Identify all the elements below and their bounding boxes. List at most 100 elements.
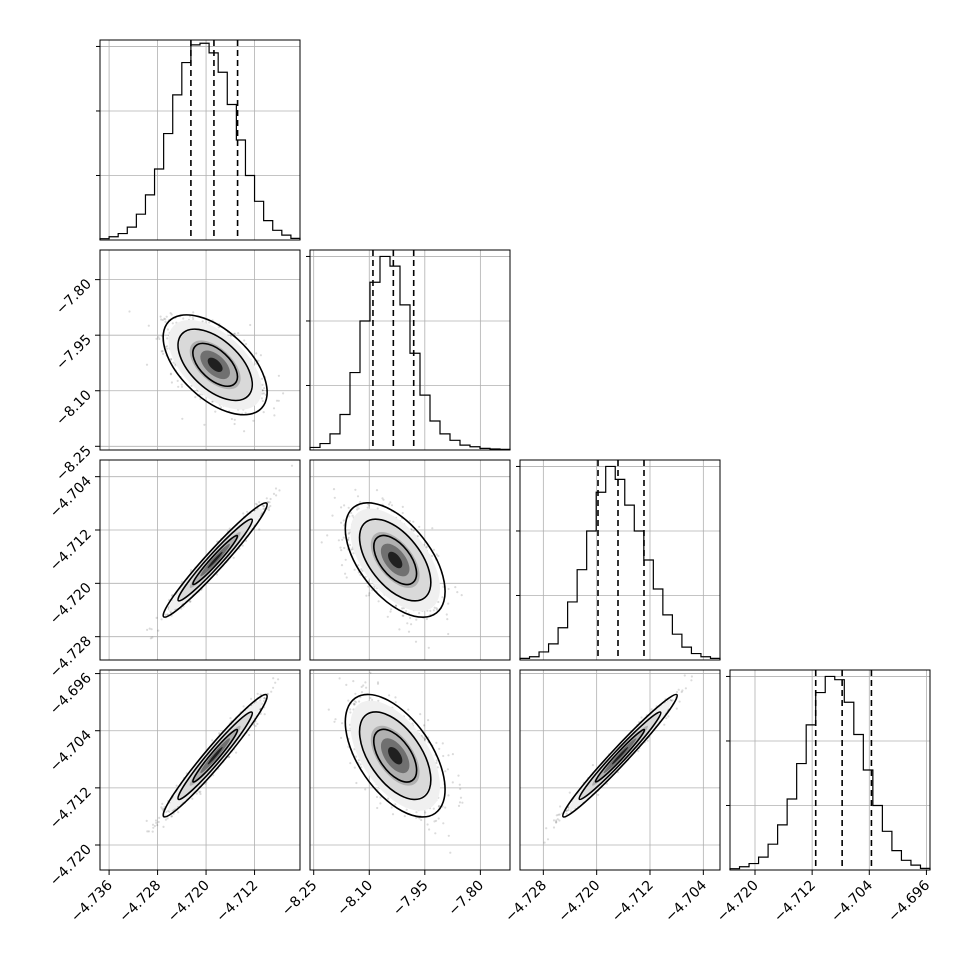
scatter-point bbox=[401, 505, 404, 508]
scatter-point bbox=[376, 507, 379, 510]
scatter-point bbox=[331, 514, 334, 517]
panel-2-1 bbox=[309, 459, 511, 661]
panel-1-0: −8.25−8.10−7.95−7.80 bbox=[53, 249, 301, 485]
scatter-point bbox=[170, 381, 173, 384]
scatter-point bbox=[203, 423, 206, 426]
scatter-point bbox=[339, 546, 342, 549]
scatter-point bbox=[245, 342, 248, 346]
scatter-point bbox=[170, 815, 173, 818]
scatter-point bbox=[161, 350, 164, 353]
scatter-point bbox=[398, 628, 401, 631]
y-tick-label: −8.10 bbox=[53, 387, 95, 429]
histogram-0 bbox=[99, 42, 301, 240]
scatter-point bbox=[145, 363, 149, 366]
scatter-point bbox=[172, 361, 175, 364]
scatter-point bbox=[274, 487, 278, 490]
scatter-point bbox=[320, 541, 323, 544]
scatter-point bbox=[152, 826, 155, 829]
scatter-point bbox=[390, 608, 393, 611]
scatter-point bbox=[194, 396, 197, 399]
scatter-point bbox=[229, 717, 232, 720]
scatter-point bbox=[265, 497, 268, 500]
scatter-point bbox=[160, 318, 163, 321]
scatter-point bbox=[165, 315, 168, 318]
scatter-point bbox=[159, 315, 162, 318]
scatter-point bbox=[151, 830, 154, 833]
scatter-point bbox=[326, 534, 329, 537]
scatter-point bbox=[446, 618, 449, 621]
scatter-point bbox=[425, 617, 428, 621]
y-tick-label: −8.25 bbox=[53, 443, 95, 485]
scatter-point bbox=[354, 488, 357, 491]
scatter-point bbox=[409, 616, 412, 620]
scatter-point bbox=[261, 383, 264, 386]
scatter-point bbox=[389, 501, 392, 504]
scatter-point bbox=[269, 497, 272, 501]
scatter-point bbox=[332, 488, 336, 491]
scatter-point bbox=[260, 397, 263, 400]
scatter-point bbox=[254, 724, 257, 728]
scatter-point bbox=[412, 529, 415, 532]
scatter-point bbox=[229, 334, 233, 338]
y-tick-label: −7.80 bbox=[53, 276, 95, 318]
scatter-point bbox=[410, 623, 413, 626]
scatter-point bbox=[433, 606, 436, 609]
scatter-point bbox=[262, 699, 265, 703]
scatter-point bbox=[233, 332, 237, 335]
scatter-point bbox=[356, 495, 360, 498]
scatter-point bbox=[432, 548, 436, 551]
scatter-point bbox=[407, 630, 411, 633]
scatter-point bbox=[230, 417, 233, 421]
scatter-point bbox=[161, 318, 164, 322]
scatter-point bbox=[242, 705, 245, 708]
scatter-point bbox=[242, 512, 245, 515]
panel-frame bbox=[519, 459, 721, 661]
scatter-point bbox=[169, 373, 172, 376]
scatter-point bbox=[437, 600, 440, 604]
scatter-point bbox=[164, 818, 167, 821]
scatter-point bbox=[261, 399, 264, 403]
scatter-point bbox=[344, 572, 347, 575]
scatter-point bbox=[432, 609, 435, 612]
scatter-point bbox=[148, 627, 151, 630]
panel-2-2 bbox=[516, 459, 721, 661]
scatter-point bbox=[342, 519, 345, 522]
scatter-point bbox=[394, 604, 398, 607]
scatter-point bbox=[390, 504, 394, 507]
scatter-point bbox=[272, 492, 276, 495]
scatter-point bbox=[157, 336, 160, 339]
scatter-point bbox=[244, 411, 247, 414]
scatter-point bbox=[425, 545, 429, 548]
panel-0-0 bbox=[96, 39, 301, 241]
scatter-point bbox=[176, 379, 179, 382]
scatter-point bbox=[219, 406, 223, 409]
scatter-point bbox=[249, 323, 252, 327]
scatter-point bbox=[418, 525, 421, 528]
scatter-point bbox=[177, 385, 180, 388]
scatter-point bbox=[360, 568, 363, 571]
scatter-point bbox=[151, 823, 155, 826]
scatter-point bbox=[431, 527, 434, 530]
scatter-point bbox=[282, 392, 285, 395]
panel-frame bbox=[99, 459, 301, 661]
scatter-point bbox=[233, 422, 236, 426]
scatter-point bbox=[262, 392, 265, 395]
scatter-point bbox=[365, 594, 368, 597]
scatter-point bbox=[157, 629, 160, 632]
scatter-point bbox=[357, 507, 360, 510]
scatter-point bbox=[171, 322, 174, 325]
scatter-point bbox=[214, 410, 217, 413]
scatter-point bbox=[418, 612, 421, 615]
scatter-point bbox=[165, 347, 169, 350]
scatter-point bbox=[386, 615, 389, 618]
scatter-point bbox=[460, 594, 463, 597]
y-tick-label: −4.728 bbox=[47, 633, 95, 681]
scatter-point bbox=[427, 646, 430, 649]
scatter-point bbox=[350, 511, 353, 515]
scatter-point bbox=[243, 430, 246, 433]
scatter-point bbox=[447, 587, 450, 591]
scatter-point bbox=[195, 792, 198, 795]
scatter-point bbox=[237, 332, 240, 335]
